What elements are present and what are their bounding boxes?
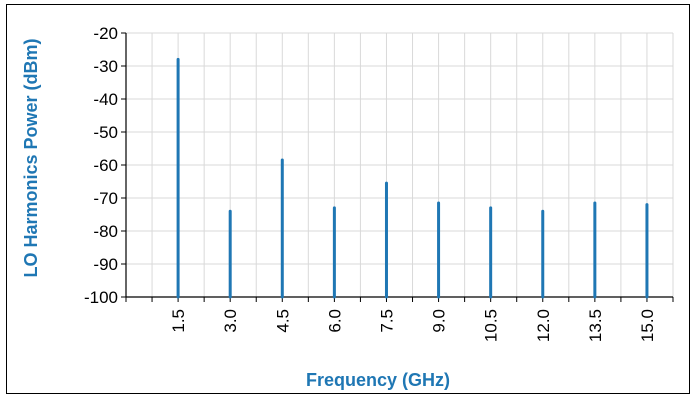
x-tick-label: 3.0 — [221, 309, 240, 333]
y-axis-title: LO Harmonics Power (dBm) — [21, 38, 41, 277]
y-tick-label: -80 — [93, 222, 118, 241]
x-tick-label: 12.0 — [534, 309, 553, 342]
y-tick-label: -100 — [84, 288, 118, 307]
y-tick-label: -70 — [93, 189, 118, 208]
y-tick-label: -30 — [93, 57, 118, 76]
chart-frame — [6, 4, 690, 394]
x-tick-label: 4.5 — [273, 309, 292, 333]
x-tick-label: 13.5 — [586, 309, 605, 342]
grid — [125, 32, 674, 298]
x-tick-label: 15.0 — [638, 309, 657, 342]
x-tick-label: 7.5 — [377, 309, 396, 333]
x-tick-label: 9.0 — [430, 309, 449, 333]
tick-labels: -20 -30 -40 -50 -60 -70 -80 -90 -100 1.5 3.0 4.5 6.0… — [84, 24, 657, 342]
y-tick-label: -20 — [93, 24, 118, 43]
axes — [121, 32, 674, 302]
x-tick-label: 1.5 — [169, 309, 188, 333]
y-tick-label: -90 — [93, 255, 118, 274]
y-tick-label: -60 — [93, 156, 118, 175]
data-series — [176, 57, 649, 299]
y-tick-label: -50 — [93, 123, 118, 142]
x-axis-title: Frequency (GHz) — [306, 370, 450, 390]
x-tick-label: 10.5 — [482, 309, 501, 342]
y-tick-label: -40 — [93, 90, 118, 109]
x-tick-label: 6.0 — [325, 309, 344, 333]
